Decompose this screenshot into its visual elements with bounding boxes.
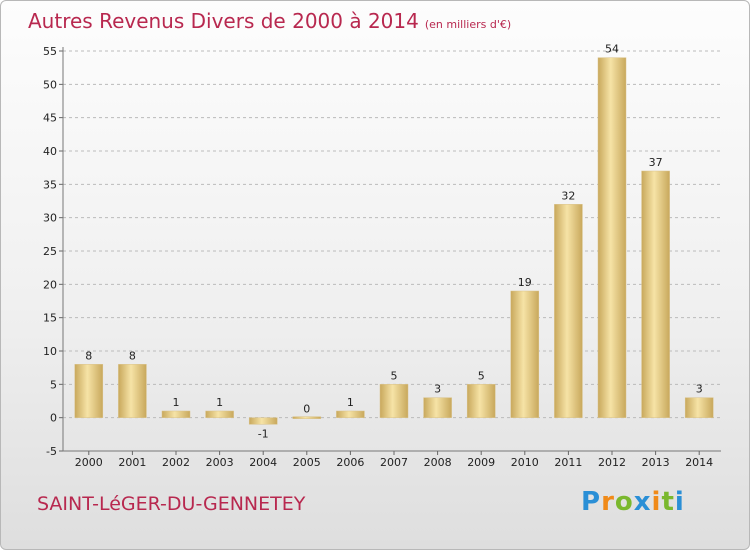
x-tick-label: 2013 xyxy=(642,456,670,469)
bar xyxy=(118,364,147,418)
logo-letter: o xyxy=(614,487,634,517)
data-label: 0 xyxy=(303,403,310,416)
data-label: 32 xyxy=(561,189,575,202)
x-tick-label: 2010 xyxy=(511,456,539,469)
commune-name: SAINT-LéGER-DU-GENNETEY xyxy=(37,493,306,515)
y-tick-label: 20 xyxy=(43,278,57,291)
data-label: 8 xyxy=(129,349,136,362)
bar xyxy=(161,410,191,418)
data-label: 3 xyxy=(434,383,441,396)
x-tick-label: 2014 xyxy=(685,456,713,469)
logo-letter: t xyxy=(661,487,675,517)
chart-title-text: Autres Revenus Divers de 2000 à 2014 xyxy=(28,9,419,33)
y-tick-label: 10 xyxy=(43,345,57,358)
x-tick-label: 2012 xyxy=(598,456,626,469)
data-label: 19 xyxy=(518,276,532,289)
x-tick-label: 2000 xyxy=(75,456,103,469)
chart-title: Autres Revenus Divers de 2000 à 2014 (en … xyxy=(28,9,511,33)
data-label: 37 xyxy=(649,156,663,169)
unit-note: (en milliers d'€) xyxy=(424,18,512,31)
y-tick-label: 25 xyxy=(43,245,57,258)
bar xyxy=(248,417,278,425)
data-label: 5 xyxy=(478,369,485,382)
x-tick-label: 2001 xyxy=(118,456,146,469)
proxiti-logo[interactable]: Proxiti xyxy=(581,487,685,517)
bar xyxy=(466,384,496,418)
data-label: 1 xyxy=(347,396,354,409)
data-label: 1 xyxy=(216,396,223,409)
x-tick-label: 2004 xyxy=(249,456,277,469)
x-tick-label: 2009 xyxy=(467,456,495,469)
data-label: 54 xyxy=(605,43,619,56)
logo-letter: r xyxy=(601,487,615,517)
data-label: 3 xyxy=(696,383,703,396)
bar xyxy=(641,170,670,418)
logo-letter: x xyxy=(633,487,652,517)
bar xyxy=(74,364,104,418)
x-tick-label: 2007 xyxy=(380,456,408,469)
bar xyxy=(423,397,452,418)
x-tick-label: 2002 xyxy=(162,456,190,469)
bar xyxy=(292,416,322,419)
data-label: 8 xyxy=(85,349,92,362)
y-tick-label: 55 xyxy=(43,45,57,58)
x-tick-label: 2003 xyxy=(206,456,234,469)
y-tick-label: 30 xyxy=(43,212,57,225)
logo-letter: i xyxy=(651,487,662,517)
y-tick-label: 40 xyxy=(43,145,57,158)
bar xyxy=(684,397,714,418)
bar xyxy=(336,410,365,418)
bar xyxy=(205,410,234,418)
x-tick-label: 2011 xyxy=(554,456,582,469)
y-tick-label: -5 xyxy=(46,445,57,458)
y-tick-label: 35 xyxy=(43,178,57,191)
bar xyxy=(554,204,583,418)
x-tick-label: 2006 xyxy=(336,456,364,469)
data-label: 5 xyxy=(391,369,398,382)
logo-letter: i xyxy=(674,487,685,517)
data-label: -1 xyxy=(258,427,269,440)
data-label: 1 xyxy=(173,396,180,409)
bar xyxy=(510,290,540,418)
y-tick-label: 15 xyxy=(43,312,57,325)
y-tick-label: 45 xyxy=(43,112,57,125)
bar xyxy=(597,57,627,418)
y-tick-label: 50 xyxy=(43,78,57,91)
x-tick-label: 2005 xyxy=(293,456,321,469)
bar xyxy=(379,384,409,418)
logo-letter: P xyxy=(581,487,602,517)
y-tick-label: 5 xyxy=(50,378,57,391)
x-tick-label: 2008 xyxy=(424,456,452,469)
y-tick-label: 0 xyxy=(50,412,57,425)
